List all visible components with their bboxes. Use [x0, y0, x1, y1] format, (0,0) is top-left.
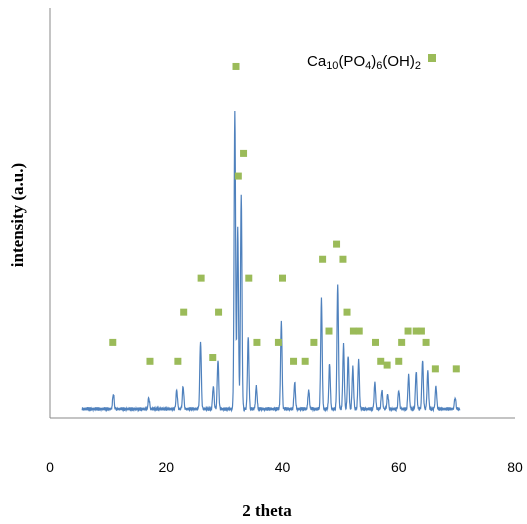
- phase-marker: [274, 338, 282, 346]
- phase-marker: [339, 255, 347, 263]
- x-tick-label: 0: [46, 459, 54, 475]
- phase-marker: [279, 274, 286, 282]
- x-tick-label: 60: [391, 459, 407, 475]
- series-line-layer: [81, 111, 461, 413]
- phase-marker: [240, 149, 248, 157]
- x-tick-label: 40: [275, 459, 291, 475]
- phase-marker: [398, 338, 406, 346]
- marker-layer: [109, 62, 460, 373]
- x-tick-labels: 0 20 40 60 80: [46, 459, 523, 475]
- phase-marker: [232, 62, 240, 70]
- phase-marker: [209, 354, 217, 362]
- phase-marker: [355, 327, 363, 335]
- phase-marker: [349, 327, 357, 335]
- phase-marker: [372, 338, 379, 346]
- phase-marker: [174, 357, 182, 365]
- phase-marker: [234, 172, 242, 180]
- phase-marker: [109, 338, 117, 346]
- phase-marker: [377, 357, 385, 365]
- phase-marker: [197, 274, 205, 282]
- phase-marker: [431, 365, 439, 373]
- phase-marker: [325, 327, 333, 335]
- axes: [49, 8, 515, 419]
- phase-marker: [452, 365, 460, 373]
- phase-marker: [333, 240, 341, 248]
- phase-marker: [412, 327, 420, 335]
- phase-marker: [404, 327, 412, 335]
- phase-marker: [417, 327, 425, 335]
- phase-marker: [253, 338, 261, 346]
- x-tick-label: 80: [507, 459, 523, 475]
- y-axis-title: intensity (a.u.): [8, 163, 27, 267]
- x-tick-label: 20: [158, 459, 174, 475]
- legend-label: Ca10(PO4)6(OH)2: [307, 53, 421, 72]
- phase-marker: [310, 338, 318, 346]
- x-axis-title: 2 theta: [242, 501, 292, 520]
- phase-marker: [146, 357, 154, 365]
- phase-marker: [383, 361, 391, 369]
- legend-marker: [428, 54, 436, 62]
- phase-marker: [319, 255, 327, 263]
- phase-marker: [301, 357, 309, 365]
- phase-marker: [422, 338, 430, 346]
- phase-marker: [343, 308, 351, 316]
- phase-marker: [245, 274, 253, 282]
- phase-marker: [215, 308, 223, 316]
- series-line: [81, 111, 461, 413]
- phase-marker: [180, 308, 188, 316]
- phase-marker: [395, 357, 403, 365]
- legend: Ca10(PO4)6(OH)2: [307, 53, 436, 72]
- phase-marker: [290, 357, 298, 365]
